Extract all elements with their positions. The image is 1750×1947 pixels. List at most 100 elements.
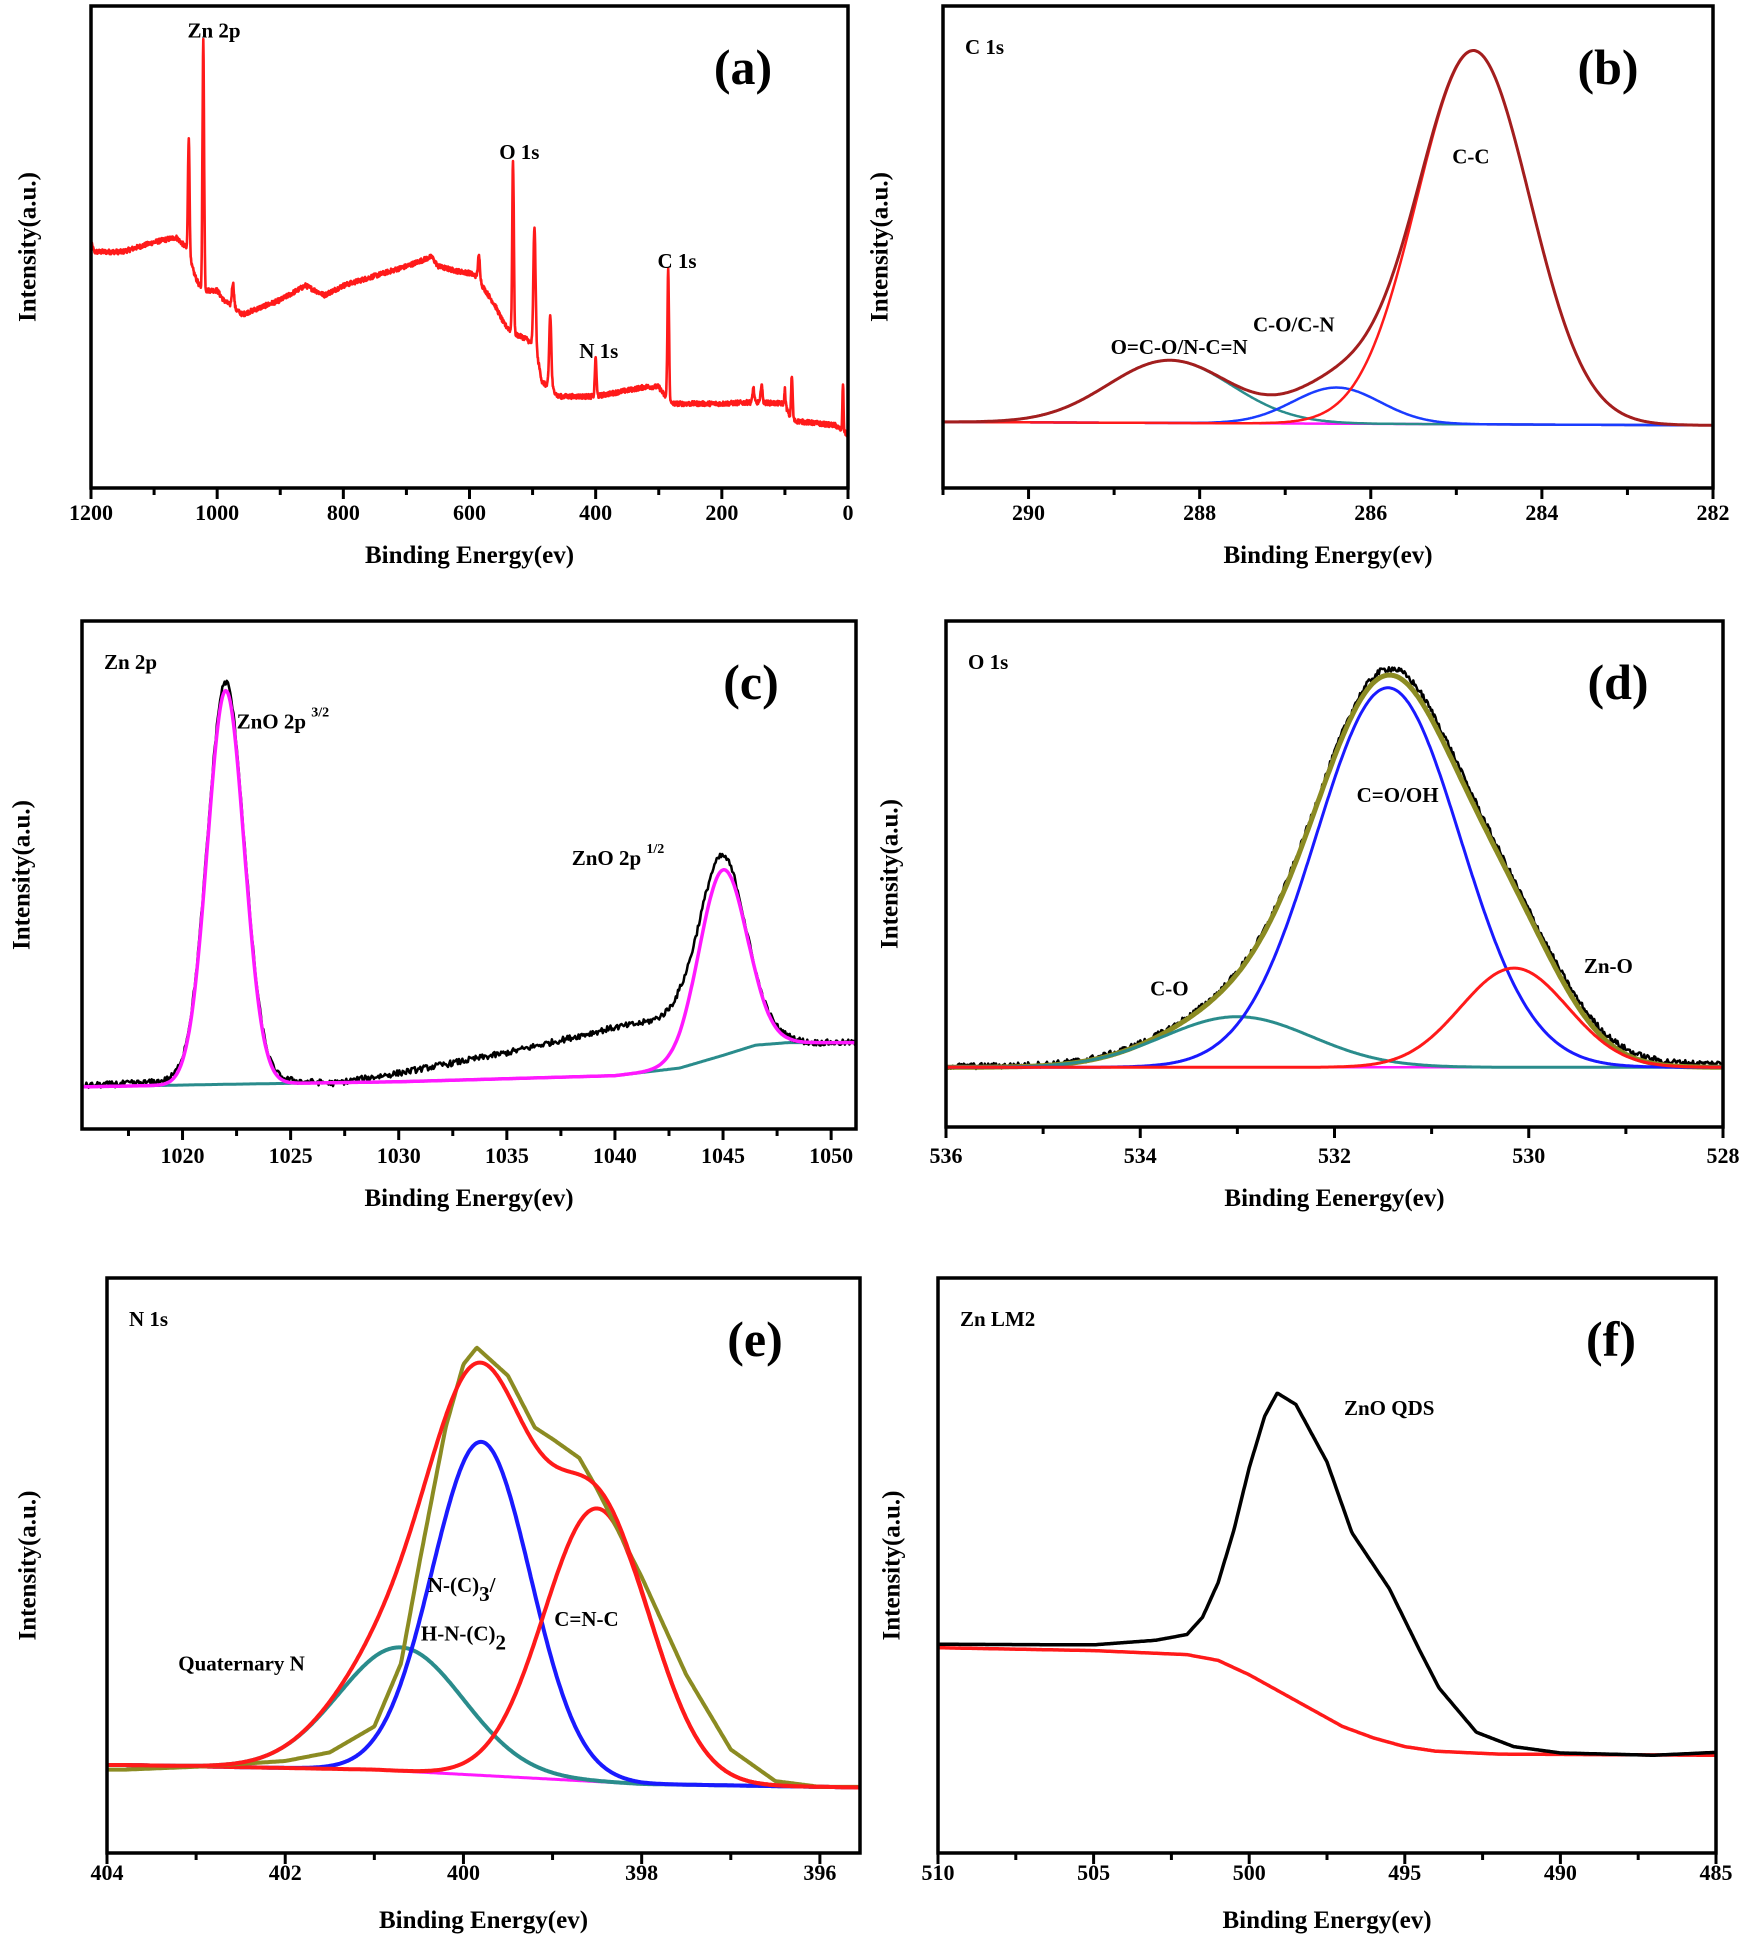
plot-area bbox=[107, 1345, 860, 1790]
raw-curve bbox=[938, 1391, 1716, 1758]
panel-label: (b) bbox=[1577, 39, 1638, 95]
raw-curve bbox=[938, 1645, 1716, 1758]
x-tick-label: 402 bbox=[269, 1860, 302, 1885]
peak-annotation: N 1s bbox=[579, 339, 618, 363]
peak-annotation: C=O/OH bbox=[1357, 783, 1439, 807]
x-tick-label: 282 bbox=[1697, 500, 1730, 525]
x-tick-label: 290 bbox=[1012, 500, 1045, 525]
peak-annotation: O 1s bbox=[499, 140, 539, 164]
y-axis-label: Intensity(a.u.) bbox=[15, 1490, 42, 1640]
superscript: 1/2 bbox=[646, 842, 664, 857]
spectrum-region-title: N 1s bbox=[129, 1307, 168, 1331]
x-tick-label: 284 bbox=[1525, 500, 1558, 525]
annotation-text: N-(C) bbox=[428, 1573, 479, 1597]
peak-annotation: Quaternary N bbox=[178, 1652, 305, 1676]
x-tick-label: 532 bbox=[1318, 1143, 1351, 1168]
plot-frame bbox=[80, 619, 858, 1131]
x-axis-label: Binding Energy(ev) bbox=[379, 1907, 588, 1934]
x-axis-label: Binding Energy(ev) bbox=[364, 1185, 573, 1212]
x-tick-label: 490 bbox=[1544, 1860, 1577, 1885]
x-tick-label: 1025 bbox=[269, 1143, 313, 1168]
y-axis-label: Intensity(a.u.) bbox=[867, 172, 894, 322]
peak-annotation: C-O/C-N bbox=[1253, 312, 1335, 336]
y-axis-label: Intensity(a.u.) bbox=[15, 172, 42, 322]
x-tick-label: 528 bbox=[1707, 1143, 1740, 1168]
envelope-curve bbox=[82, 688, 856, 1089]
envelope-curve bbox=[943, 49, 1713, 427]
spectrum-region-title: Zn LM2 bbox=[960, 1307, 1035, 1331]
x-axis-label: Binding Energy(ev) bbox=[1223, 542, 1432, 569]
raw-curve bbox=[82, 679, 856, 1090]
annotation-text: ZnO QDS bbox=[1344, 1396, 1434, 1420]
annotation-text: H-N-(C) bbox=[421, 1621, 496, 1645]
annotation-text: C=O/OH bbox=[1357, 783, 1439, 807]
x-tick-label: 200 bbox=[705, 500, 738, 525]
x-tick-label: 396 bbox=[803, 1860, 836, 1885]
panel-e: 404 402 400 398 396 Binding Energy(ev) Intensi… bbox=[15, 1276, 862, 1934]
c-o-oh-component-curve bbox=[946, 686, 1723, 1069]
x-tick-label: 485 bbox=[1700, 1860, 1733, 1885]
peak-annotation: ZnO QDS bbox=[1344, 1396, 1434, 1420]
x-tick-label: 1050 bbox=[809, 1143, 853, 1168]
x-tick-label: 505 bbox=[1077, 1860, 1110, 1885]
annotation-text: C-C bbox=[1452, 145, 1489, 169]
x-tick-label: 495 bbox=[1388, 1860, 1421, 1885]
x-tick-label: 536 bbox=[930, 1143, 963, 1168]
panel-label: (f) bbox=[1586, 1311, 1636, 1367]
x-tick-label: 1040 bbox=[593, 1143, 637, 1168]
x-axis-label: Binding Energy(ev) bbox=[365, 542, 574, 569]
annotation-text: C-O/C-N bbox=[1253, 312, 1335, 336]
superscript: 3/2 bbox=[311, 706, 329, 721]
plot-area bbox=[946, 666, 1723, 1071]
c-c-component-curve bbox=[943, 49, 1713, 427]
annotation-text: / bbox=[489, 1573, 497, 1597]
x-tick-label: 1200 bbox=[69, 500, 113, 525]
annotation-text: ZnO 2p bbox=[237, 710, 312, 734]
x-tick-label: 1000 bbox=[195, 500, 239, 525]
y-axis-label: Intensity(a.u.) bbox=[877, 799, 904, 949]
peak-annotation: Zn-O bbox=[1584, 954, 1633, 978]
raw-curve bbox=[946, 666, 1723, 1071]
plot-area bbox=[943, 49, 1713, 427]
peak-annotation: ZnO 2p 3/2 bbox=[237, 706, 330, 734]
peak-annotation: C 1s bbox=[657, 249, 696, 273]
annotation-text: C=N-C bbox=[554, 1607, 618, 1631]
x-tick-label: 534 bbox=[1124, 1143, 1157, 1168]
peak-annotation: Zn 2p bbox=[187, 18, 240, 42]
peak-annotation: H-N-(C)2 bbox=[421, 1621, 506, 1654]
peak-annotation: C-O bbox=[1150, 976, 1189, 1000]
x-tick-label: 404 bbox=[91, 1860, 124, 1885]
raw-curve bbox=[91, 37, 848, 438]
peak-annotation: C-C bbox=[1452, 145, 1489, 169]
x-tick-label: 1030 bbox=[377, 1143, 421, 1168]
x-tick-label: 500 bbox=[1233, 1860, 1266, 1885]
y-axis-label: Intensity(a.u.) bbox=[9, 800, 36, 950]
peak-annotation: N-(C)3/ bbox=[428, 1573, 497, 1606]
panel-a: 1200 1000 800 600 400 200 0 Binding Energy(ev) I… bbox=[15, 4, 854, 569]
peak-annotation: O=C-O/N-C=N bbox=[1111, 335, 1248, 359]
x-axis-label: Binding Energy(ev) bbox=[1222, 1907, 1431, 1934]
peak-annotation: C=N-C bbox=[554, 1607, 618, 1631]
c-n-c-component-curve bbox=[107, 1506, 860, 1790]
x-tick-label: 288 bbox=[1183, 500, 1216, 525]
x-tick-label: 286 bbox=[1354, 500, 1387, 525]
spectrum-region-title: C 1s bbox=[965, 35, 1004, 59]
x-tick-label: 510 bbox=[922, 1860, 955, 1885]
annotation-text: C 1s bbox=[657, 249, 696, 273]
x-tick-label: 1035 bbox=[485, 1143, 529, 1168]
annotation-text: Zn 2p bbox=[187, 18, 240, 42]
x-tick-label: 400 bbox=[447, 1860, 480, 1885]
envelope-curve bbox=[946, 672, 1723, 1070]
y-axis-label: Intensity(a.u.) bbox=[879, 1490, 906, 1640]
x-tick-label: 600 bbox=[453, 500, 486, 525]
annotation-text: O=C-O/N-C=N bbox=[1111, 335, 1248, 359]
subscript: 3 bbox=[479, 1582, 490, 1606]
spectrum-region-title: Zn 2p bbox=[104, 650, 157, 674]
subscript: 2 bbox=[496, 1630, 507, 1654]
envelope-curve bbox=[107, 1360, 860, 1790]
spectrum-region-title: O 1s bbox=[968, 650, 1008, 674]
annotation-text: Zn-O bbox=[1584, 954, 1633, 978]
annotation-text: ZnO 2p bbox=[572, 846, 647, 870]
panel-d: 536 534 532 530 528 Binding Eenergy(ev) Intens… bbox=[877, 619, 1740, 1212]
